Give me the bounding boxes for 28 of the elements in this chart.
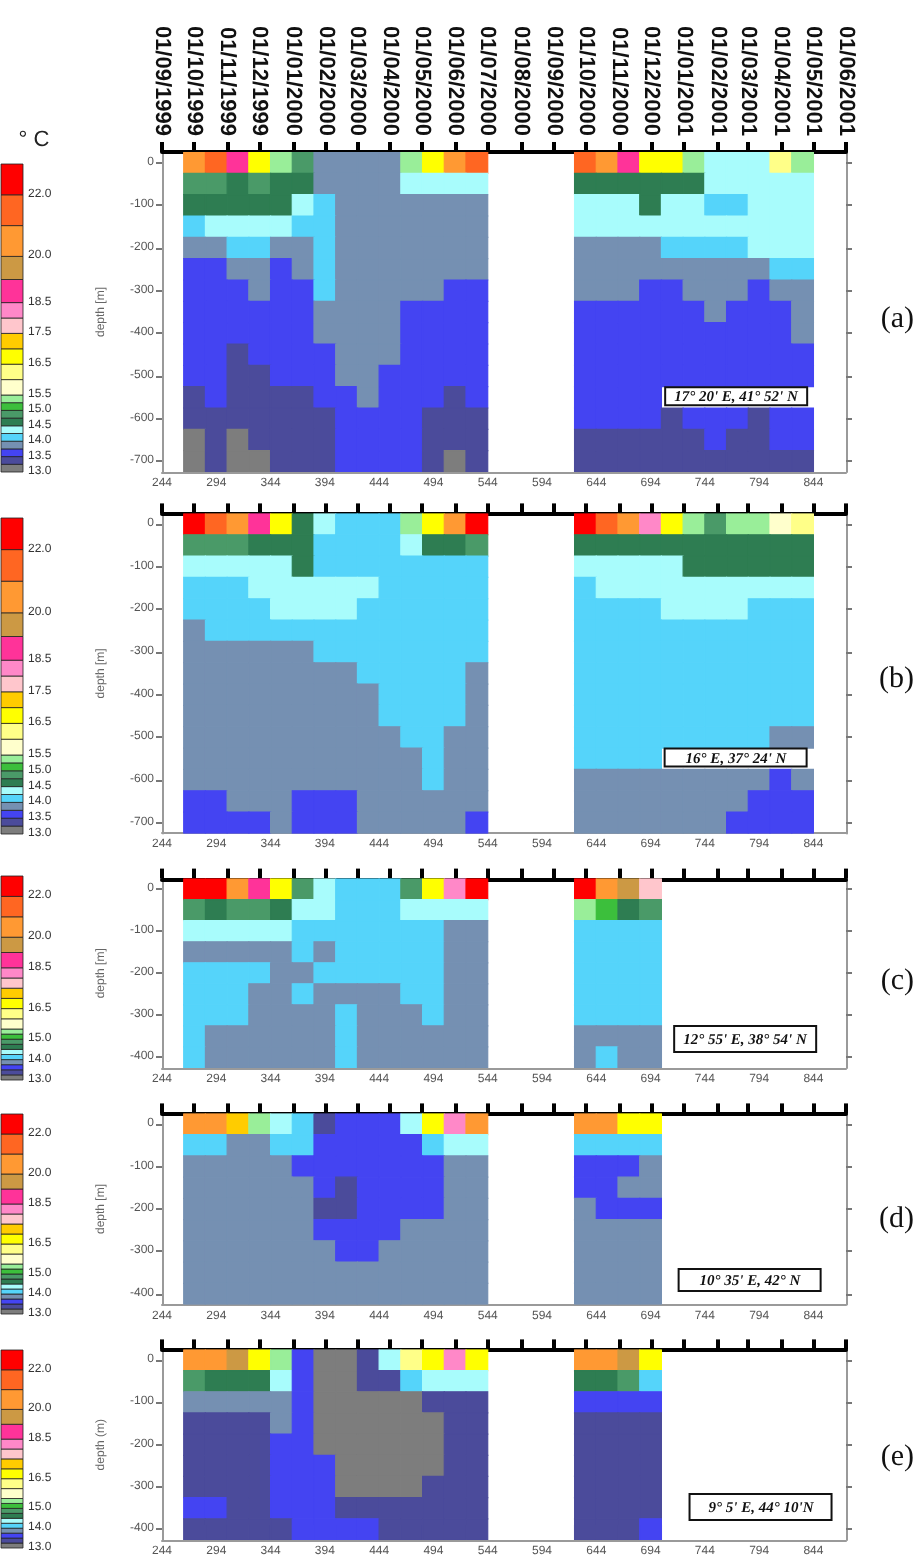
x2-tick-label: 01/12/1999 [247,25,272,136]
x2-tick-label: 01/07/2000 [475,25,500,136]
text: (b) [879,663,915,695]
x2-tick-label: 01/06/2000 [443,25,468,136]
x2-tick-label: 01/08/2000 [508,25,533,136]
x2-tick-label: 01/01/2000 [280,25,305,136]
x2-tick-label: 01/10/2000 [573,25,598,136]
text: (c) [880,965,915,997]
text: (a) [880,303,915,335]
x2-tick-label: 01/03/2001 [735,25,760,136]
x2-tick-label: 01/10/1999 [182,25,207,136]
x2-tick-label: 01/03/2000 [344,25,369,136]
x2-tick-label: 01/02/2001 [705,25,730,136]
x2-tick-label: 01/01/2001 [672,25,697,136]
x2-tick-label: 01/05/2000 [410,25,435,136]
x2-tick-label: 01/09/2000 [541,25,566,136]
x2-tick-label: 01/12/2000 [639,25,664,136]
text: (d) [879,1203,915,1235]
x2-tick-label: 01/11/2000 [607,27,632,136]
x2-tick-label: 01/05/2001 [800,25,825,136]
x2-tick-label: 01/11/1999 [215,27,240,136]
x2-tick-label: 01/06/2001 [834,25,858,136]
x2-tick-label: 01/09/1999 [150,25,174,136]
color-bar-title: ° C [18,128,50,152]
x2-tick-label: 01/02/2000 [313,25,338,136]
x2-tick-label: 01/04/2001 [768,25,793,136]
x2-tick-label: 01/04/2000 [378,25,402,136]
text: (e) [880,1441,915,1473]
